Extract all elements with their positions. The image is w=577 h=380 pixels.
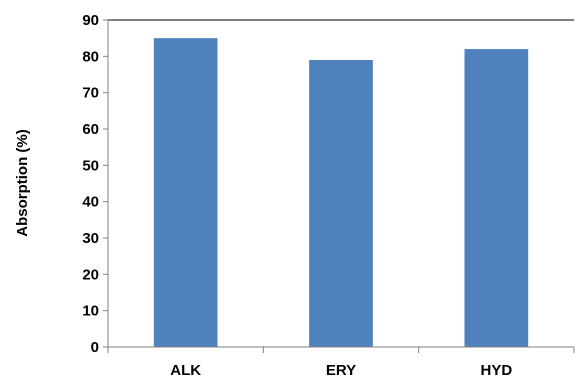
y-axis: 0 10 20 30 40 50 60 70 80 90 [82, 12, 109, 356]
y-axis-title: Absorption (%) [14, 129, 31, 236]
y-tick-label: 70 [82, 85, 99, 102]
x-axis: ALK ERY HYD [107, 346, 575, 379]
y-tick-label: 0 [91, 339, 99, 356]
y-tick-label: 60 [82, 121, 99, 138]
bars [153, 38, 529, 348]
bar-hyd [464, 49, 529, 348]
bar-ery [309, 59, 373, 347]
x-tick-label: ERY [326, 362, 356, 379]
y-tick-label: 10 [82, 303, 99, 320]
y-tick-label: 30 [82, 230, 99, 247]
x-tick-label: HYD [480, 362, 512, 379]
y-tick-label: 50 [82, 157, 99, 174]
y-tick-label: 40 [82, 194, 99, 211]
x-tick-label: ALK [170, 362, 201, 379]
y-tick-label: 80 [82, 48, 99, 65]
y-tick-label: 90 [82, 12, 99, 29]
bar-alk [153, 38, 218, 348]
y-tick-label: 20 [82, 266, 99, 283]
